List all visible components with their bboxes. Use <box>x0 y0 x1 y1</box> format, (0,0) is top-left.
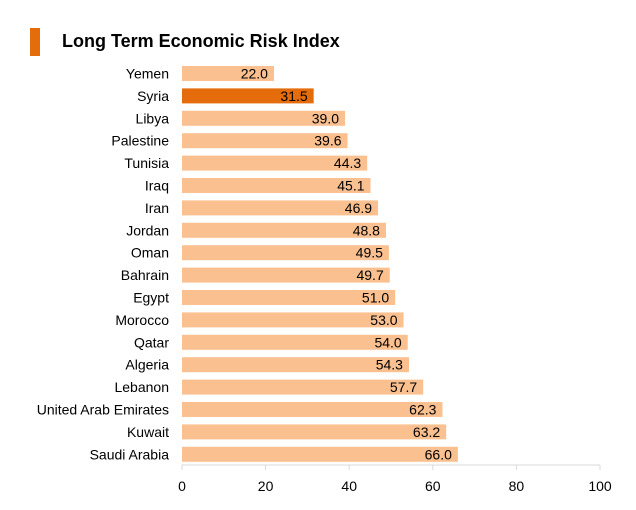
bar-jordan <box>182 222 386 238</box>
value-label: 45.1 <box>337 178 364 194</box>
chart-title: Long Term Economic Risk Index <box>62 31 340 51</box>
value-label: 48.8 <box>353 222 380 238</box>
x-tick-label: 40 <box>341 478 357 494</box>
category-label: Iraq <box>145 178 169 194</box>
title-accent-bar <box>30 28 40 56</box>
value-label: 31.5 <box>280 88 307 104</box>
value-label: 44.3 <box>334 155 361 171</box>
value-label: 66.0 <box>425 446 452 462</box>
bar-iran <box>182 200 379 216</box>
category-label: Lebanon <box>114 379 169 395</box>
category-label: Egypt <box>133 290 169 306</box>
bar-palestine <box>182 133 348 149</box>
value-label: 39.0 <box>312 110 339 126</box>
category-label: Iran <box>145 200 169 216</box>
value-label: 49.5 <box>356 245 383 261</box>
x-tick-label: 80 <box>509 478 525 494</box>
value-label: 54.0 <box>374 334 401 350</box>
bar-bahrain <box>182 267 390 283</box>
category-label: Yemen <box>126 66 169 82</box>
x-tick-label: 0 <box>178 478 186 494</box>
bar-lebanon <box>182 379 424 395</box>
bar-kuwait <box>182 424 447 440</box>
bar-yemen <box>182 66 274 81</box>
category-label: Algeria <box>125 357 169 373</box>
category-label: Jordan <box>126 222 169 238</box>
value-label: 39.6 <box>314 133 341 149</box>
bar-morocco <box>182 312 404 328</box>
category-label: Qatar <box>134 334 169 350</box>
bar-tunisia <box>182 155 368 171</box>
bar-egypt <box>182 290 396 305</box>
bar-syria <box>182 88 314 104</box>
bar-saudi-arabia <box>182 446 458 462</box>
category-label: United Arab Emirates <box>37 402 169 418</box>
value-label: 49.7 <box>356 267 383 283</box>
value-label: 22.0 <box>241 66 268 82</box>
value-label: 62.3 <box>409 402 436 418</box>
bar-qatar <box>182 334 408 350</box>
value-label: 46.9 <box>345 200 372 216</box>
category-label: Tunisia <box>124 155 169 171</box>
bar-oman <box>182 245 389 261</box>
value-label: 63.2 <box>413 424 440 440</box>
category-label: Syria <box>137 88 169 104</box>
x-tick-label: 20 <box>258 478 274 494</box>
value-label: 53.0 <box>370 312 397 328</box>
bar-iraq <box>182 178 371 193</box>
category-label: Saudi Arabia <box>90 446 170 462</box>
x-tick-label: 60 <box>425 478 441 494</box>
category-label: Kuwait <box>127 424 169 440</box>
bar-algeria <box>182 357 409 373</box>
category-label: Morocco <box>115 312 169 328</box>
value-label: 54.3 <box>376 357 403 373</box>
category-label: Bahrain <box>121 267 169 283</box>
x-tick-label: 100 <box>588 478 612 494</box>
value-label: 57.7 <box>390 379 417 395</box>
bar-libya <box>182 110 346 126</box>
category-label: Libya <box>136 110 170 126</box>
bar-united-arab-emirates <box>182 402 443 417</box>
category-label: Palestine <box>111 133 169 149</box>
value-label: 51.0 <box>362 290 389 306</box>
category-label: Oman <box>131 245 169 261</box>
